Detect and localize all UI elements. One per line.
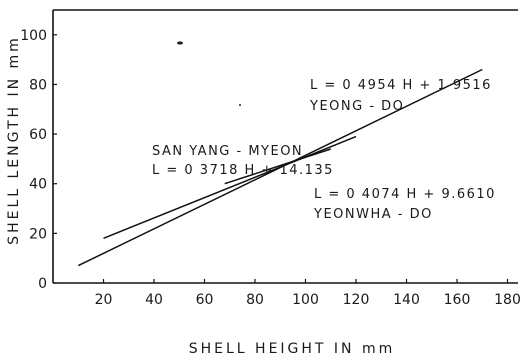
annotation-yeonwhado-equation: L = 0 4074 H + 9.6610 <box>314 187 496 202</box>
ticks: 20 40 60 80 100 120 140 160 180 0 20 40 60 80 100 <box>20 28 521 308</box>
x-tick-label: 160 <box>444 292 471 308</box>
x-tick-label: 120 <box>343 292 370 308</box>
annotation-sanyang-equation: L = 0 3718 H + 14.135 <box>152 163 334 178</box>
annotation-yeongdo-equation: L = 0 4954 H + 1 9516 <box>310 78 492 93</box>
x-axis-title: SHELL HEIGHT IN mm <box>189 341 396 357</box>
axes <box>52 9 518 284</box>
series-line-1 <box>103 135 357 239</box>
y-tick-label: 100 <box>20 28 47 44</box>
x-tick-label: 40 <box>145 292 163 308</box>
y-tick-label: 60 <box>29 127 47 143</box>
x-tick-label: 140 <box>393 292 420 308</box>
x-tick-label: 80 <box>246 292 264 308</box>
x-tick-label: 20 <box>95 292 113 308</box>
x-tick-label: 180 <box>494 292 521 308</box>
annotation-yeongdo-name: YEONG - DO <box>309 99 404 114</box>
speck <box>177 41 183 45</box>
y-tick-label: 20 <box>29 226 47 242</box>
y-tick-label: 80 <box>29 77 47 93</box>
annotation-sanyang-name: SAN YANG - MYEON <box>152 144 303 159</box>
annotation-yeonwhado-name: YEONWHA - DO <box>313 207 433 222</box>
series-lines <box>77 68 483 267</box>
x-tick-label: 100 <box>292 292 319 308</box>
y-tick-label: 0 <box>38 276 47 292</box>
series-line-2 <box>224 148 332 185</box>
y-axis-title: SHELL LENGTH IN mm <box>6 35 22 245</box>
y-tick-label: 40 <box>29 177 47 193</box>
speck <box>239 104 241 106</box>
x-tick-label: 60 <box>196 292 214 308</box>
